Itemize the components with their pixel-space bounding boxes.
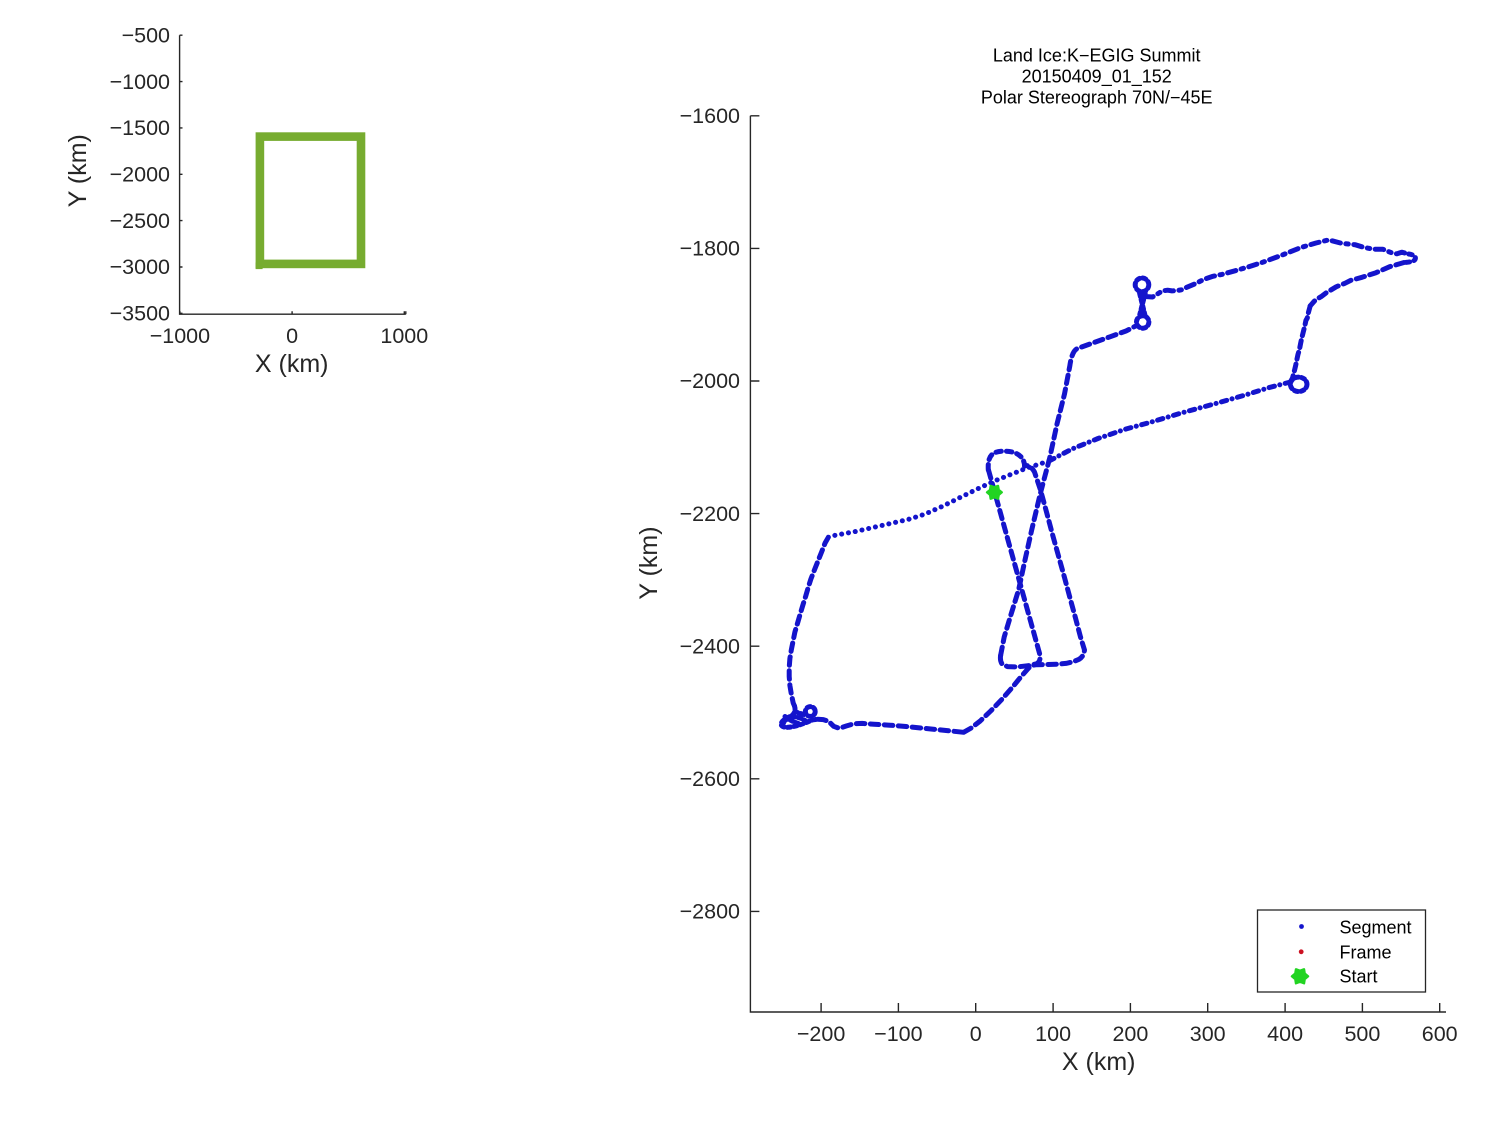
svg-text:−2800: −2800 <box>680 900 740 924</box>
svg-text:1000: 1000 <box>380 324 428 348</box>
svg-text:Y (km): Y (km) <box>64 134 92 207</box>
svg-text:−2400: −2400 <box>680 634 740 658</box>
svg-text:−1000: −1000 <box>110 70 170 94</box>
svg-text:−1600: −1600 <box>680 104 740 128</box>
svg-text:−1800: −1800 <box>680 237 740 261</box>
svg-text:0: 0 <box>970 1022 982 1046</box>
svg-text:100: 100 <box>1035 1022 1071 1046</box>
svg-text:300: 300 <box>1190 1022 1226 1046</box>
svg-text:Segment: Segment <box>1340 918 1412 938</box>
svg-text:Start: Start <box>1340 967 1378 987</box>
svg-text:200: 200 <box>1112 1022 1148 1046</box>
svg-text:−2000: −2000 <box>680 369 740 393</box>
svg-text:20150409_01_152: 20150409_01_152 <box>1022 67 1172 88</box>
svg-text:−100: −100 <box>874 1022 922 1046</box>
svg-text:−1500: −1500 <box>110 116 170 140</box>
svg-text:−3000: −3000 <box>110 255 170 279</box>
svg-text:−2200: −2200 <box>680 502 740 526</box>
svg-text:X (km): X (km) <box>1062 1048 1136 1076</box>
svg-text:−3500: −3500 <box>110 302 170 326</box>
svg-text:−2600: −2600 <box>680 767 740 791</box>
svg-text:Land Ice:K−EGIG Summit: Land Ice:K−EGIG Summit <box>993 46 1201 66</box>
svg-text:Polar Stereograph 70N/−45E: Polar Stereograph 70N/−45E <box>981 87 1213 107</box>
svg-text:X (km): X (km) <box>255 350 329 378</box>
svg-text:0: 0 <box>286 324 298 348</box>
svg-text:500: 500 <box>1344 1022 1380 1046</box>
svg-text:Y (km): Y (km) <box>635 526 663 599</box>
svg-text:−2500: −2500 <box>110 209 170 233</box>
svg-text:Frame: Frame <box>1340 943 1392 963</box>
svg-text:600: 600 <box>1422 1022 1458 1046</box>
svg-text:−500: −500 <box>122 23 170 47</box>
svg-text:−2000: −2000 <box>110 163 170 187</box>
svg-text:−1000: −1000 <box>150 324 210 348</box>
svg-text:400: 400 <box>1267 1022 1303 1046</box>
svg-text:−200: −200 <box>797 1022 845 1046</box>
